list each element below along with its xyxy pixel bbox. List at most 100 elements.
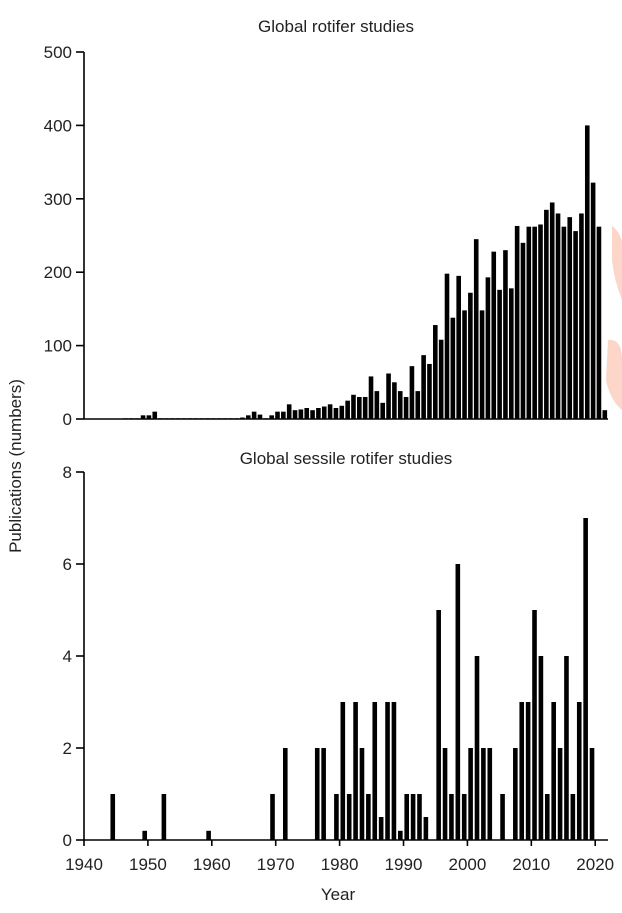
top-chart-bar: [590, 182, 596, 419]
watermark: [606, 226, 622, 410]
bottom-chart-x-tick-label: 2020: [576, 855, 614, 874]
bottom-chart-bar: [551, 702, 556, 840]
top-chart-y-tick-label: 100: [44, 337, 72, 356]
bottom-chart-bar: [404, 794, 410, 840]
top-chart-bar: [409, 366, 415, 419]
bottom-chart-bar: [519, 702, 525, 840]
top-chart-bar: [362, 396, 368, 419]
top-chart-bar: [152, 411, 158, 419]
y-axis-label: Publications (numbers): [6, 379, 25, 553]
top-chart-bar: [321, 406, 327, 419]
top-chart-bar: [444, 273, 450, 419]
bottom-chart-bar: [576, 702, 582, 840]
top-chart-y-tick-label: 0: [63, 410, 72, 429]
top-chart-bar: [245, 415, 251, 419]
top-chart-bar: [544, 209, 549, 419]
top-chart-y-tick-label: 200: [44, 263, 72, 282]
top-chart-y-axis: 0 100 200 300 400 500: [44, 43, 84, 429]
top-chart-bar: [286, 404, 292, 419]
top-chart-bar: [573, 231, 578, 419]
bottom-chart-x-tick-label: 1950: [129, 855, 167, 874]
bottom-chart-bar: [378, 817, 384, 840]
bottom-chart-bar: [372, 702, 378, 840]
top-chart-title: Global rotifer studies: [258, 17, 414, 36]
top-chart-bar: [397, 391, 403, 419]
bottom-chart-bar: [366, 794, 371, 840]
bottom-chart-bar: [314, 748, 320, 840]
top-chart-bar: [479, 310, 485, 419]
top-chart-bar: [473, 239, 479, 419]
bottom-chart-bar: [282, 748, 288, 840]
top-chart-bar: [427, 363, 432, 419]
top-chart-bar: [310, 410, 315, 419]
bottom-chart-bar: [110, 794, 116, 840]
top-chart-bars: [123, 125, 608, 420]
top-chart-bar: [514, 225, 520, 419]
top-chart-bar: [316, 407, 321, 419]
top-chart-bar: [374, 391, 380, 419]
bottom-chart-bar: [481, 748, 486, 840]
bottom-chart-bar: [583, 518, 588, 840]
bottom-chart-x-tick-label: 1960: [193, 855, 231, 874]
bottom-chart-bar: [423, 817, 429, 840]
bottom-chart-bar: [461, 794, 467, 840]
bottom-chart-bar: [487, 748, 493, 840]
top-chart-bar: [602, 410, 608, 419]
bottom-chart-x-tick-label: 2000: [449, 855, 487, 874]
top-chart-bar: [392, 382, 397, 419]
top-chart-bar: [345, 400, 350, 419]
bottom-chart-bar: [538, 656, 544, 840]
top-chart-bar: [281, 411, 286, 419]
bottom-chart-bar: [544, 794, 550, 840]
bottom-chart-y-tick-label: 0: [63, 831, 72, 850]
bottom-chart-bar: [353, 702, 358, 840]
top-chart-bar: [251, 411, 257, 419]
bottom-chart-bar: [442, 748, 448, 840]
top-chart-bar: [549, 202, 555, 419]
top-chart-y-tick-label: 400: [44, 116, 72, 135]
bottom-chart-bar: [334, 794, 339, 840]
bottom-chart-bar: [474, 656, 480, 840]
bottom-chart-bar: [391, 702, 397, 840]
top-chart-bar: [292, 410, 298, 419]
bottom-chart-bar: [557, 748, 563, 840]
bottom-chart-bar: [270, 794, 275, 840]
top-chart-bar: [403, 396, 409, 419]
bottom-chart-bar: [359, 748, 365, 840]
top-chart-bar: [380, 402, 386, 419]
bottom-chart-y-tick-label: 8: [63, 463, 72, 482]
top-chart-bar: [357, 396, 362, 419]
bottom-chart-bar: [346, 794, 352, 840]
top-chart-bar: [146, 415, 152, 419]
bottom-chart-bar: [513, 748, 518, 840]
bottom-chart-x-tick-label: 1980: [321, 855, 359, 874]
bottom-chart-bar: [385, 702, 390, 840]
bottom-chart-bar: [340, 702, 346, 840]
bottom-chart-bar: [500, 794, 505, 840]
bottom-chart-bar: [417, 794, 422, 840]
top-chart-bar: [532, 226, 537, 419]
top-chart-bar: [468, 292, 473, 419]
top-chart-bar: [497, 289, 502, 419]
bottom-chart-y-tick-label: 6: [63, 555, 72, 574]
top-chart-bar: [567, 217, 573, 419]
bottom-chart-y-axis: 0 2 4 6 8: [63, 463, 84, 850]
top-chart-bar: [526, 226, 532, 419]
top-chart-bar: [579, 213, 584, 419]
top-chart-bar: [538, 224, 543, 419]
top-chart-bar: [450, 317, 456, 419]
top-chart-bar: [520, 242, 526, 419]
bottom-chart-bar: [142, 830, 148, 840]
top-chart-bar: [368, 376, 374, 419]
bottom-chart-bar: [321, 748, 326, 840]
x-axis-label: Year: [321, 885, 356, 904]
bottom-chart-bar: [525, 702, 531, 840]
bottom-chart-bar: [436, 610, 441, 840]
top-chart-bar: [351, 394, 356, 419]
bottom-chart-x-tick-label: 1940: [65, 855, 103, 874]
top-chart-bar: [433, 325, 438, 419]
top-chart-bar: [584, 125, 590, 420]
bottom-chart-bar: [455, 564, 461, 840]
top-chart-bar: [503, 250, 508, 419]
bottom-chart-x-tick-label: 1990: [385, 855, 423, 874]
